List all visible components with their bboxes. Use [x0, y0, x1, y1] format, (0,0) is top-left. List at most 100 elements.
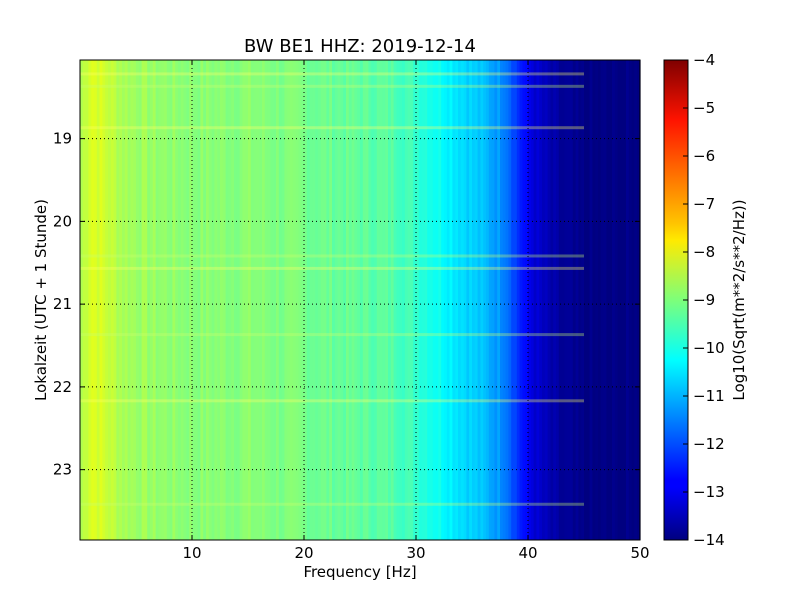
heatmap-cell: [522, 60, 526, 540]
heatmap-cell: [136, 60, 140, 540]
heatmap-cell: [609, 60, 613, 540]
x-tick-label: 30: [406, 544, 425, 562]
heatmap-cell: [323, 60, 327, 540]
heatmap-cell: [82, 60, 87, 540]
heatmap-cell: [150, 60, 154, 540]
heatmap-cell: [606, 60, 610, 540]
heatmap-cell: [556, 60, 560, 540]
heatmap-cell: [360, 60, 364, 540]
y-tick-label: 19: [53, 130, 72, 148]
heatmap-cell: [267, 60, 271, 540]
heatmap-cell: [508, 60, 512, 540]
heatmap-cell: [491, 60, 495, 540]
heatmap-cell: [346, 60, 350, 540]
x-tick-label: 40: [518, 544, 537, 562]
heatmap-cell: [519, 60, 523, 540]
heatmap-cell: [452, 60, 456, 540]
heatmap-cell: [528, 60, 532, 540]
heatmap-cell: [483, 60, 487, 540]
heatmap-cell: [214, 60, 218, 540]
heatmap-cell: [570, 60, 574, 540]
x-axis-ticks: 10 20 30 40 50: [182, 60, 650, 562]
heatmap-cell: [396, 60, 400, 540]
heatmap-cell: [306, 60, 311, 540]
heatmap-cell: [334, 60, 339, 540]
heatmap-cell: [155, 60, 159, 540]
heatmap-cell: [220, 60, 224, 540]
heatmap-cell: [326, 60, 330, 540]
heatmap-cell: [623, 60, 627, 540]
heatmap-time-band: [80, 502, 584, 506]
colorbar: −4 −5 −6 −7 −8 −9 −10 −11 −12 −13 −14: [663, 51, 725, 549]
heatmap-cell: [374, 60, 378, 540]
heatmap-cell: [200, 60, 204, 540]
heatmap-cell: [116, 60, 120, 540]
heatmap-cell: [119, 60, 123, 540]
heatmap-cell: [332, 60, 336, 540]
colorbar-ticks: −4 −5 −6 −7 −8 −9 −10 −11 −12 −13 −14: [683, 51, 725, 549]
heatmap-cell: [617, 60, 621, 540]
heatmap-cell: [589, 60, 593, 540]
heatmap-cell: [584, 60, 588, 540]
heatmap-cell: [620, 60, 624, 540]
heatmap-cell: [497, 60, 501, 540]
heatmap-cell: [553, 60, 557, 540]
heatmap-cell: [488, 60, 493, 540]
heatmap-cell: [295, 60, 299, 540]
heatmap-cell: [558, 60, 563, 540]
y-tick-label: 23: [53, 461, 72, 479]
heatmap-cell: [592, 60, 596, 540]
heatmap-cell: [166, 60, 171, 540]
heatmap-cell: [441, 60, 445, 540]
y-tick-label: 21: [53, 295, 72, 313]
heatmap-cell: [234, 60, 238, 540]
heatmap-cell: [152, 60, 157, 540]
heatmap-cell: [147, 60, 151, 540]
heatmap-cell: [102, 60, 106, 540]
colorbar-tick-label: −7: [693, 195, 715, 213]
heatmap-cell: [127, 60, 131, 540]
heatmap-cell: [402, 60, 406, 540]
heatmap-cell: [287, 60, 291, 540]
heatmap-cell: [421, 60, 425, 540]
heatmap-cell: [354, 60, 358, 540]
colorbar-tick-label: −10: [693, 339, 725, 357]
heatmap-cell: [435, 60, 439, 540]
heatmap-cell: [194, 60, 199, 540]
heatmap-cell: [598, 60, 602, 540]
colorbar-label: Log10(Sqrt(m**2/s**2/Hz)): [730, 199, 748, 400]
heatmap-cell: [290, 60, 294, 540]
heatmap-cell: [432, 60, 437, 540]
colorbar-tick-label: −9: [693, 291, 715, 309]
heatmap-cell: [124, 60, 129, 540]
heatmap-cell: [362, 60, 367, 540]
heatmap-time-band: [80, 333, 584, 337]
heatmap-cell: [516, 60, 521, 540]
x-tick-label: 50: [630, 544, 649, 562]
heatmap-cell: [178, 60, 182, 540]
heatmap-cell: [108, 60, 112, 540]
heatmap-cell: [340, 60, 344, 540]
heatmap-cell: [253, 60, 257, 540]
heatmap-cell: [595, 60, 599, 540]
heatmap-cell: [600, 60, 605, 540]
heatmap-cell: [94, 60, 98, 540]
colorbar-tick-label: −12: [693, 435, 725, 453]
heatmap-cell: [189, 60, 193, 540]
heatmap-cell: [180, 60, 185, 540]
heatmap-cell: [438, 60, 442, 540]
heatmap-cell: [603, 60, 607, 540]
heatmap-cell: [575, 60, 579, 540]
heatmap-cell: [500, 60, 504, 540]
y-tick-label: 20: [53, 212, 72, 230]
heatmap-cell: [494, 60, 498, 540]
plot-frame: [79, 59, 641, 541]
heatmap-cell: [256, 60, 260, 540]
heatmap-cell: [88, 60, 92, 540]
heatmap-cell: [85, 60, 89, 540]
heatmap-cell: [564, 60, 568, 540]
heatmap-cell: [581, 60, 585, 540]
heatmap-cell: [329, 60, 333, 540]
heatmap-cell: [631, 60, 635, 540]
